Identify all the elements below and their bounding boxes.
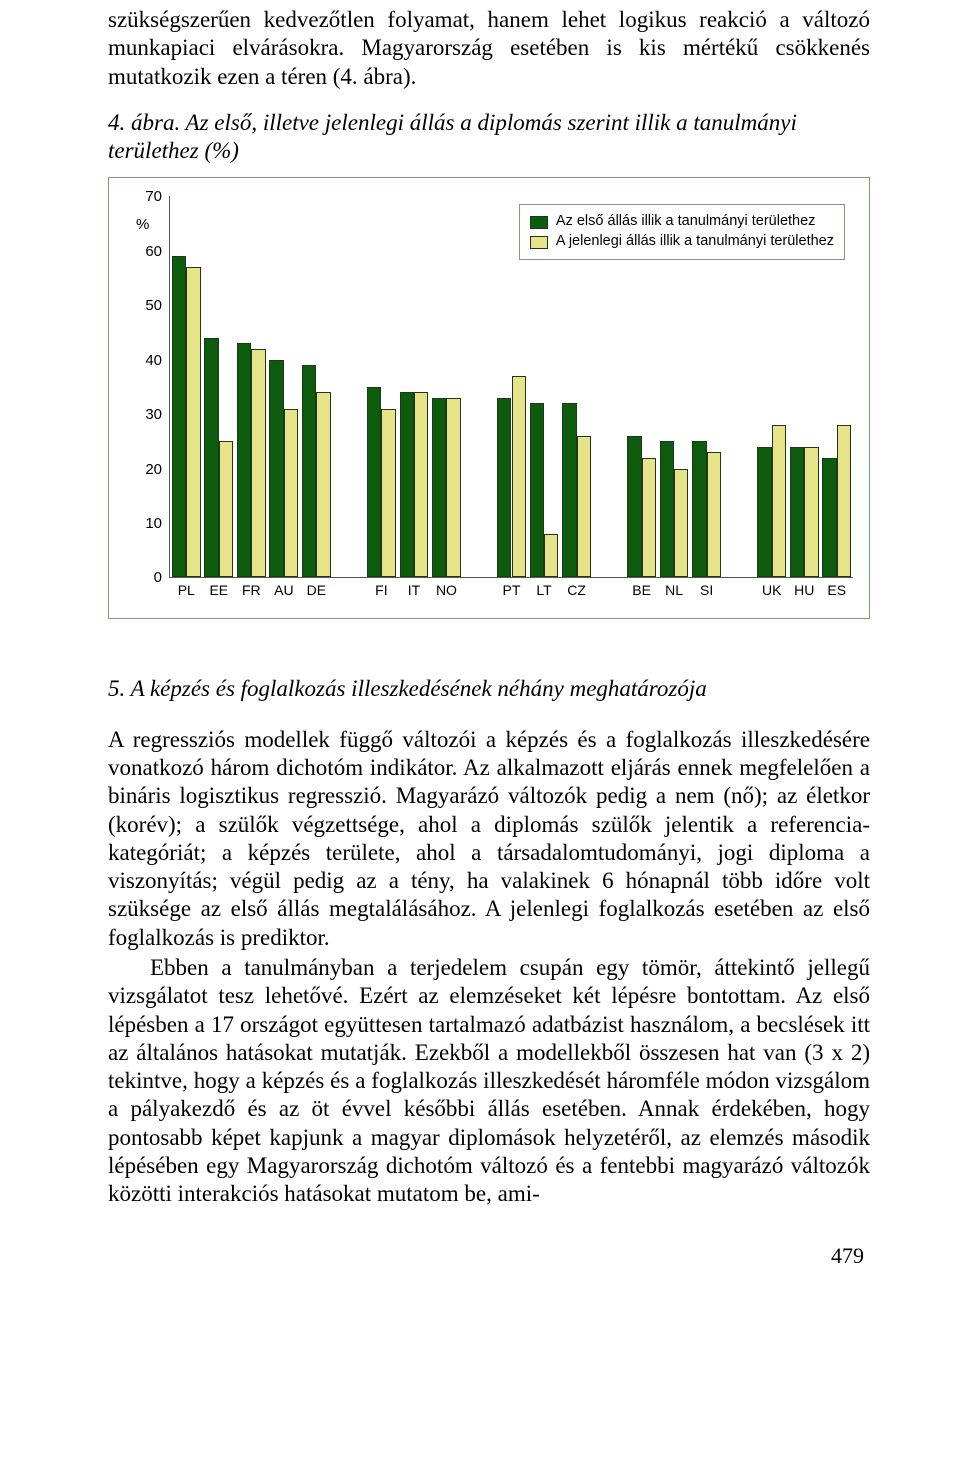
y-unit-label: % (136, 216, 149, 234)
x-tick-label: CZ (567, 582, 586, 599)
x-tick-label: IT (408, 582, 420, 599)
bar-current-PT (512, 376, 526, 577)
legend-label-first: Az első állás illik a tanulmányi terület… (556, 213, 816, 231)
bar-current-SI (707, 452, 721, 577)
plot-area: Az első állás illik a tanulmányi terület… (169, 196, 853, 578)
bar-current-IT (414, 392, 428, 577)
section-heading: 5. A képzés és foglalkozás illeszkedésén… (108, 675, 870, 703)
y-tick-label: 20 (132, 461, 162, 479)
bar-first-LT (530, 403, 544, 577)
x-tick-label: FR (242, 582, 261, 599)
bar-first-FR (237, 343, 251, 577)
bar-current-UK (772, 425, 786, 577)
bar-first-CZ (562, 403, 576, 577)
y-tick-label: 40 (132, 352, 162, 370)
x-tick-label: NO (436, 582, 457, 599)
legend-item-current: A jelenlegi állás illik a tanulmányi ter… (530, 233, 834, 251)
y-tick-label: 50 (132, 297, 162, 315)
x-tick-label: FI (375, 582, 387, 599)
bar-current-LT (544, 534, 558, 578)
legend-swatch-current (530, 236, 548, 249)
x-tick-label: EE (209, 582, 228, 599)
y-tick-label: 10 (132, 515, 162, 533)
bar-first-PT (497, 398, 511, 578)
bar-current-NO (446, 398, 460, 578)
y-tick-label: 60 (132, 243, 162, 261)
legend-label-current: A jelenlegi állás illik a tanulmányi ter… (556, 233, 834, 251)
x-tick-label: HU (794, 582, 814, 599)
page-number: 479 (108, 1242, 870, 1269)
bar-current-CZ (577, 436, 591, 578)
bar-current-AU (284, 409, 298, 578)
x-tick-label: UK (762, 582, 781, 599)
bar-first-ES (822, 458, 836, 578)
bar-first-FI (367, 387, 381, 578)
x-tick-label: NL (665, 582, 683, 599)
bar-current-ES (837, 425, 851, 577)
bar-first-UK (757, 447, 771, 578)
legend: Az első állás illik a tanulmányi terület… (519, 204, 845, 260)
bar-current-DE (316, 392, 330, 577)
y-tick-label: 0 (132, 569, 162, 587)
bar-first-DE (302, 365, 316, 577)
bar-first-IT (400, 392, 414, 577)
bar-first-EE (204, 338, 218, 577)
legend-item-first: Az első állás illik a tanulmányi terület… (530, 213, 834, 231)
bar-current-FR (251, 349, 265, 578)
bar-first-SI (692, 441, 706, 577)
y-tick-label: 30 (132, 406, 162, 424)
chart-container: Az első állás illik a tanulmányi terület… (108, 177, 870, 619)
bar-current-EE (219, 441, 233, 577)
x-tick-label: LT (536, 582, 551, 599)
bar-current-BE (642, 458, 656, 578)
x-tick-label: PL (178, 582, 195, 599)
bar-current-PL (186, 267, 200, 577)
x-tick-label: PT (503, 582, 521, 599)
intro-paragraph: szükségszerűen kedvezőtlen folyamat, han… (108, 6, 870, 91)
body-paragraph-2: Ebben a tanulmányban a terjedelem csupán… (108, 954, 870, 1209)
bar-first-PL (172, 256, 186, 577)
bar-first-BE (627, 436, 641, 578)
bar-first-HU (790, 447, 804, 578)
body-paragraph-1: A regressziós modellek függő változói a … (108, 726, 870, 952)
bar-first-AU (269, 360, 283, 578)
x-tick-label: DE (307, 582, 326, 599)
bar-current-NL (674, 469, 688, 578)
bar-first-NL (660, 441, 674, 577)
legend-swatch-first (530, 216, 548, 229)
bar-current-HU (804, 447, 818, 578)
y-tick-label: 70 (132, 188, 162, 206)
x-tick-label: AU (274, 582, 293, 599)
x-tick-label: BE (632, 582, 651, 599)
bar-current-FI (381, 409, 395, 578)
x-tick-label: ES (827, 582, 846, 599)
x-tick-label: SI (700, 582, 713, 599)
figure-caption: 4. ábra. Az első, illetve jelenlegi állá… (108, 109, 870, 166)
bar-first-NO (432, 398, 446, 578)
